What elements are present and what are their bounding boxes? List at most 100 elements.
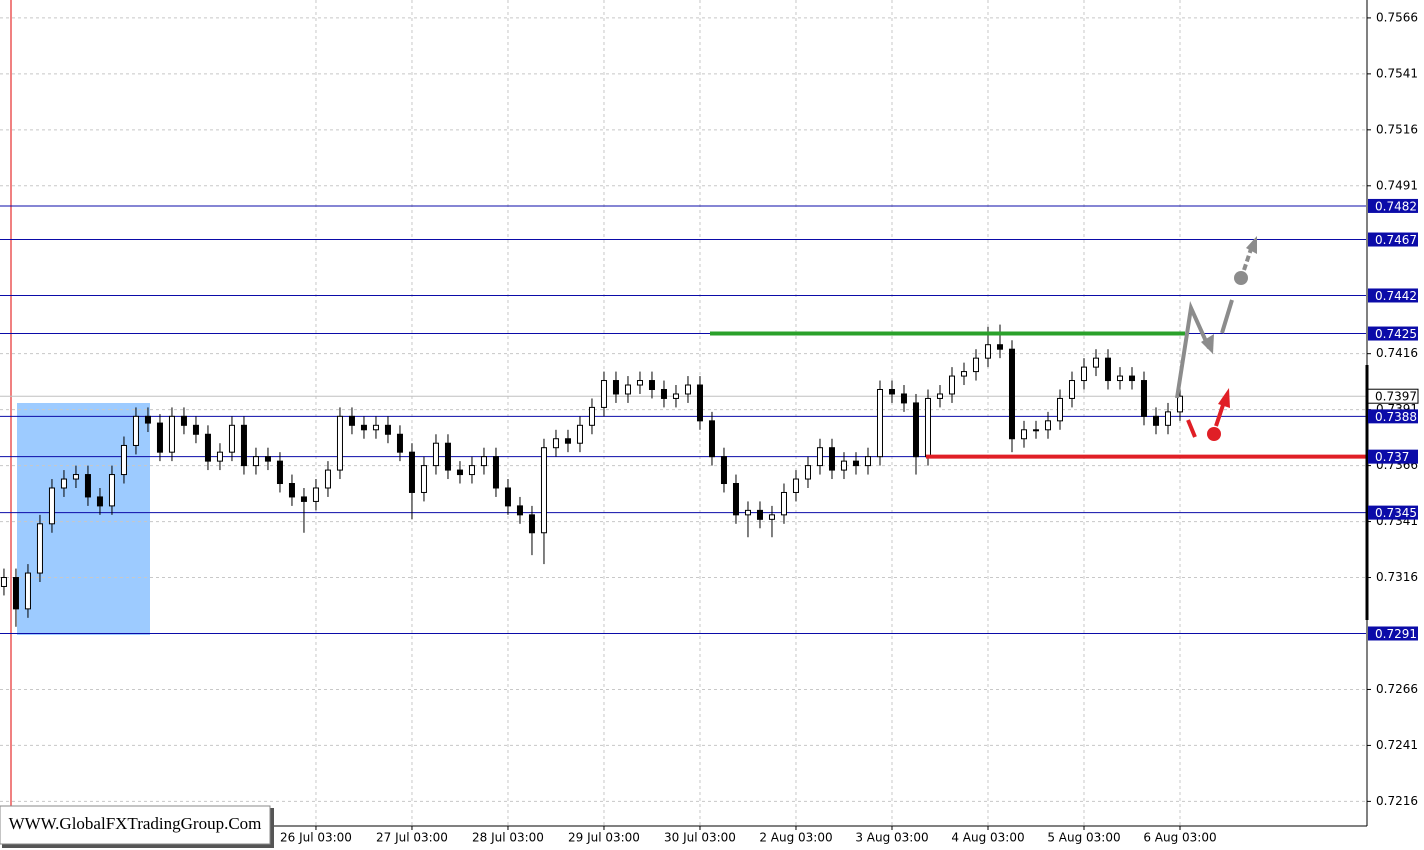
candle-body (480, 456, 487, 467)
arrow-head (1246, 236, 1257, 254)
candle-body (456, 469, 463, 476)
candle-body (564, 438, 571, 444)
candle-body (444, 442, 451, 471)
y-tick-label: 0.7516 (1376, 122, 1418, 136)
y-tick-label: 0.7416 (1376, 346, 1418, 360)
x-tick-label: 26 Jul 03:00 (280, 831, 352, 845)
candle-body (1044, 420, 1051, 431)
candle-body (648, 380, 655, 390)
candle-body (60, 478, 67, 489)
candle-body (204, 433, 211, 462)
level-label-box (1368, 409, 1418, 424)
candle-body (48, 487, 55, 525)
candle-body (900, 393, 907, 404)
candle-body (852, 460, 859, 467)
y-tick-label: 0.7491 (1376, 178, 1418, 192)
candle-body (156, 422, 163, 453)
candle-body (1152, 415, 1159, 426)
candle-body (324, 469, 331, 489)
candle-body (912, 402, 919, 458)
candle-body (240, 424, 247, 467)
current-price-box (1367, 388, 1419, 404)
candle-body (396, 433, 403, 453)
candle-body (264, 456, 271, 462)
level-label-box (1368, 505, 1418, 520)
candle-body (432, 442, 439, 467)
candle-body (228, 424, 235, 453)
candle-body (96, 496, 103, 507)
candle-body (72, 474, 79, 480)
candle-body (864, 456, 871, 467)
candle-body (288, 483, 295, 498)
candle-body (816, 447, 823, 467)
candle-body (516, 505, 523, 516)
arrow-head (1218, 388, 1230, 408)
candle-body (576, 424, 583, 444)
x-tick-label: 30 Jul 03:00 (664, 831, 736, 845)
candle-body (192, 424, 199, 435)
level-label: 0.7482 (1375, 199, 1417, 213)
candle-body (792, 478, 799, 493)
candle-body (336, 415, 343, 471)
candle-body (780, 491, 787, 516)
x-tick-label: 29 Jul 03:00 (568, 831, 640, 845)
candle-body (1176, 395, 1183, 413)
candle-body (924, 397, 931, 458)
candle-body (756, 509, 763, 520)
candle-body (216, 451, 223, 462)
level-label: 0.7388 (1375, 410, 1417, 424)
candle-body (468, 465, 475, 476)
candle-body (1080, 366, 1087, 382)
forecast-path (1186, 419, 1197, 438)
candle-body (684, 384, 691, 395)
current-price-label: 0.7397 (1375, 390, 1417, 404)
candle-body (876, 388, 883, 458)
x-tick-label: 27 Jul 03:00 (376, 831, 448, 845)
candle-body (936, 393, 943, 399)
candle-body (276, 460, 283, 485)
candle-body (528, 514, 535, 534)
x-tick-label: 28 Jul 03:00 (472, 831, 544, 845)
candle-body (300, 496, 307, 502)
watermark-box (0, 805, 271, 845)
forecast-path (1220, 299, 1234, 334)
candle-body (384, 424, 391, 435)
annotations (710, 331, 1366, 459)
level-label-box (1368, 198, 1418, 213)
candle-body (12, 577, 19, 610)
level-label-box (1368, 626, 1418, 641)
candle-body (1104, 357, 1111, 382)
candle-body (24, 572, 31, 610)
candle-body (84, 474, 91, 498)
candle-body (612, 380, 619, 395)
forecast-path (1175, 301, 1211, 399)
candle-body (408, 451, 415, 493)
candle-body (348, 415, 355, 426)
candle-body (660, 388, 667, 399)
candle-body (132, 415, 139, 446)
candle-body (804, 465, 811, 480)
candle-body (552, 438, 559, 449)
candle-body (1092, 357, 1099, 368)
candle-body (732, 483, 739, 516)
candle-body (180, 415, 187, 426)
candle-body (888, 388, 895, 395)
candle-body (768, 514, 775, 520)
candle-body (372, 424, 379, 431)
candle-body (948, 375, 955, 395)
candle-body (504, 487, 511, 507)
candle-body (1140, 380, 1147, 417)
candle-body (984, 344, 991, 359)
candle-body (252, 456, 259, 467)
candle-body (672, 393, 679, 399)
forecast-dot (1234, 271, 1248, 285)
x-tick-label: 5 Aug 03:00 (1047, 831, 1120, 845)
candle-body (708, 420, 715, 458)
candle-body (636, 380, 643, 386)
level-label: 0.7345 (1375, 506, 1417, 520)
candle-body (0, 577, 7, 587)
candle-body (624, 384, 631, 395)
candle-body (420, 465, 427, 493)
candle-body (36, 523, 43, 574)
